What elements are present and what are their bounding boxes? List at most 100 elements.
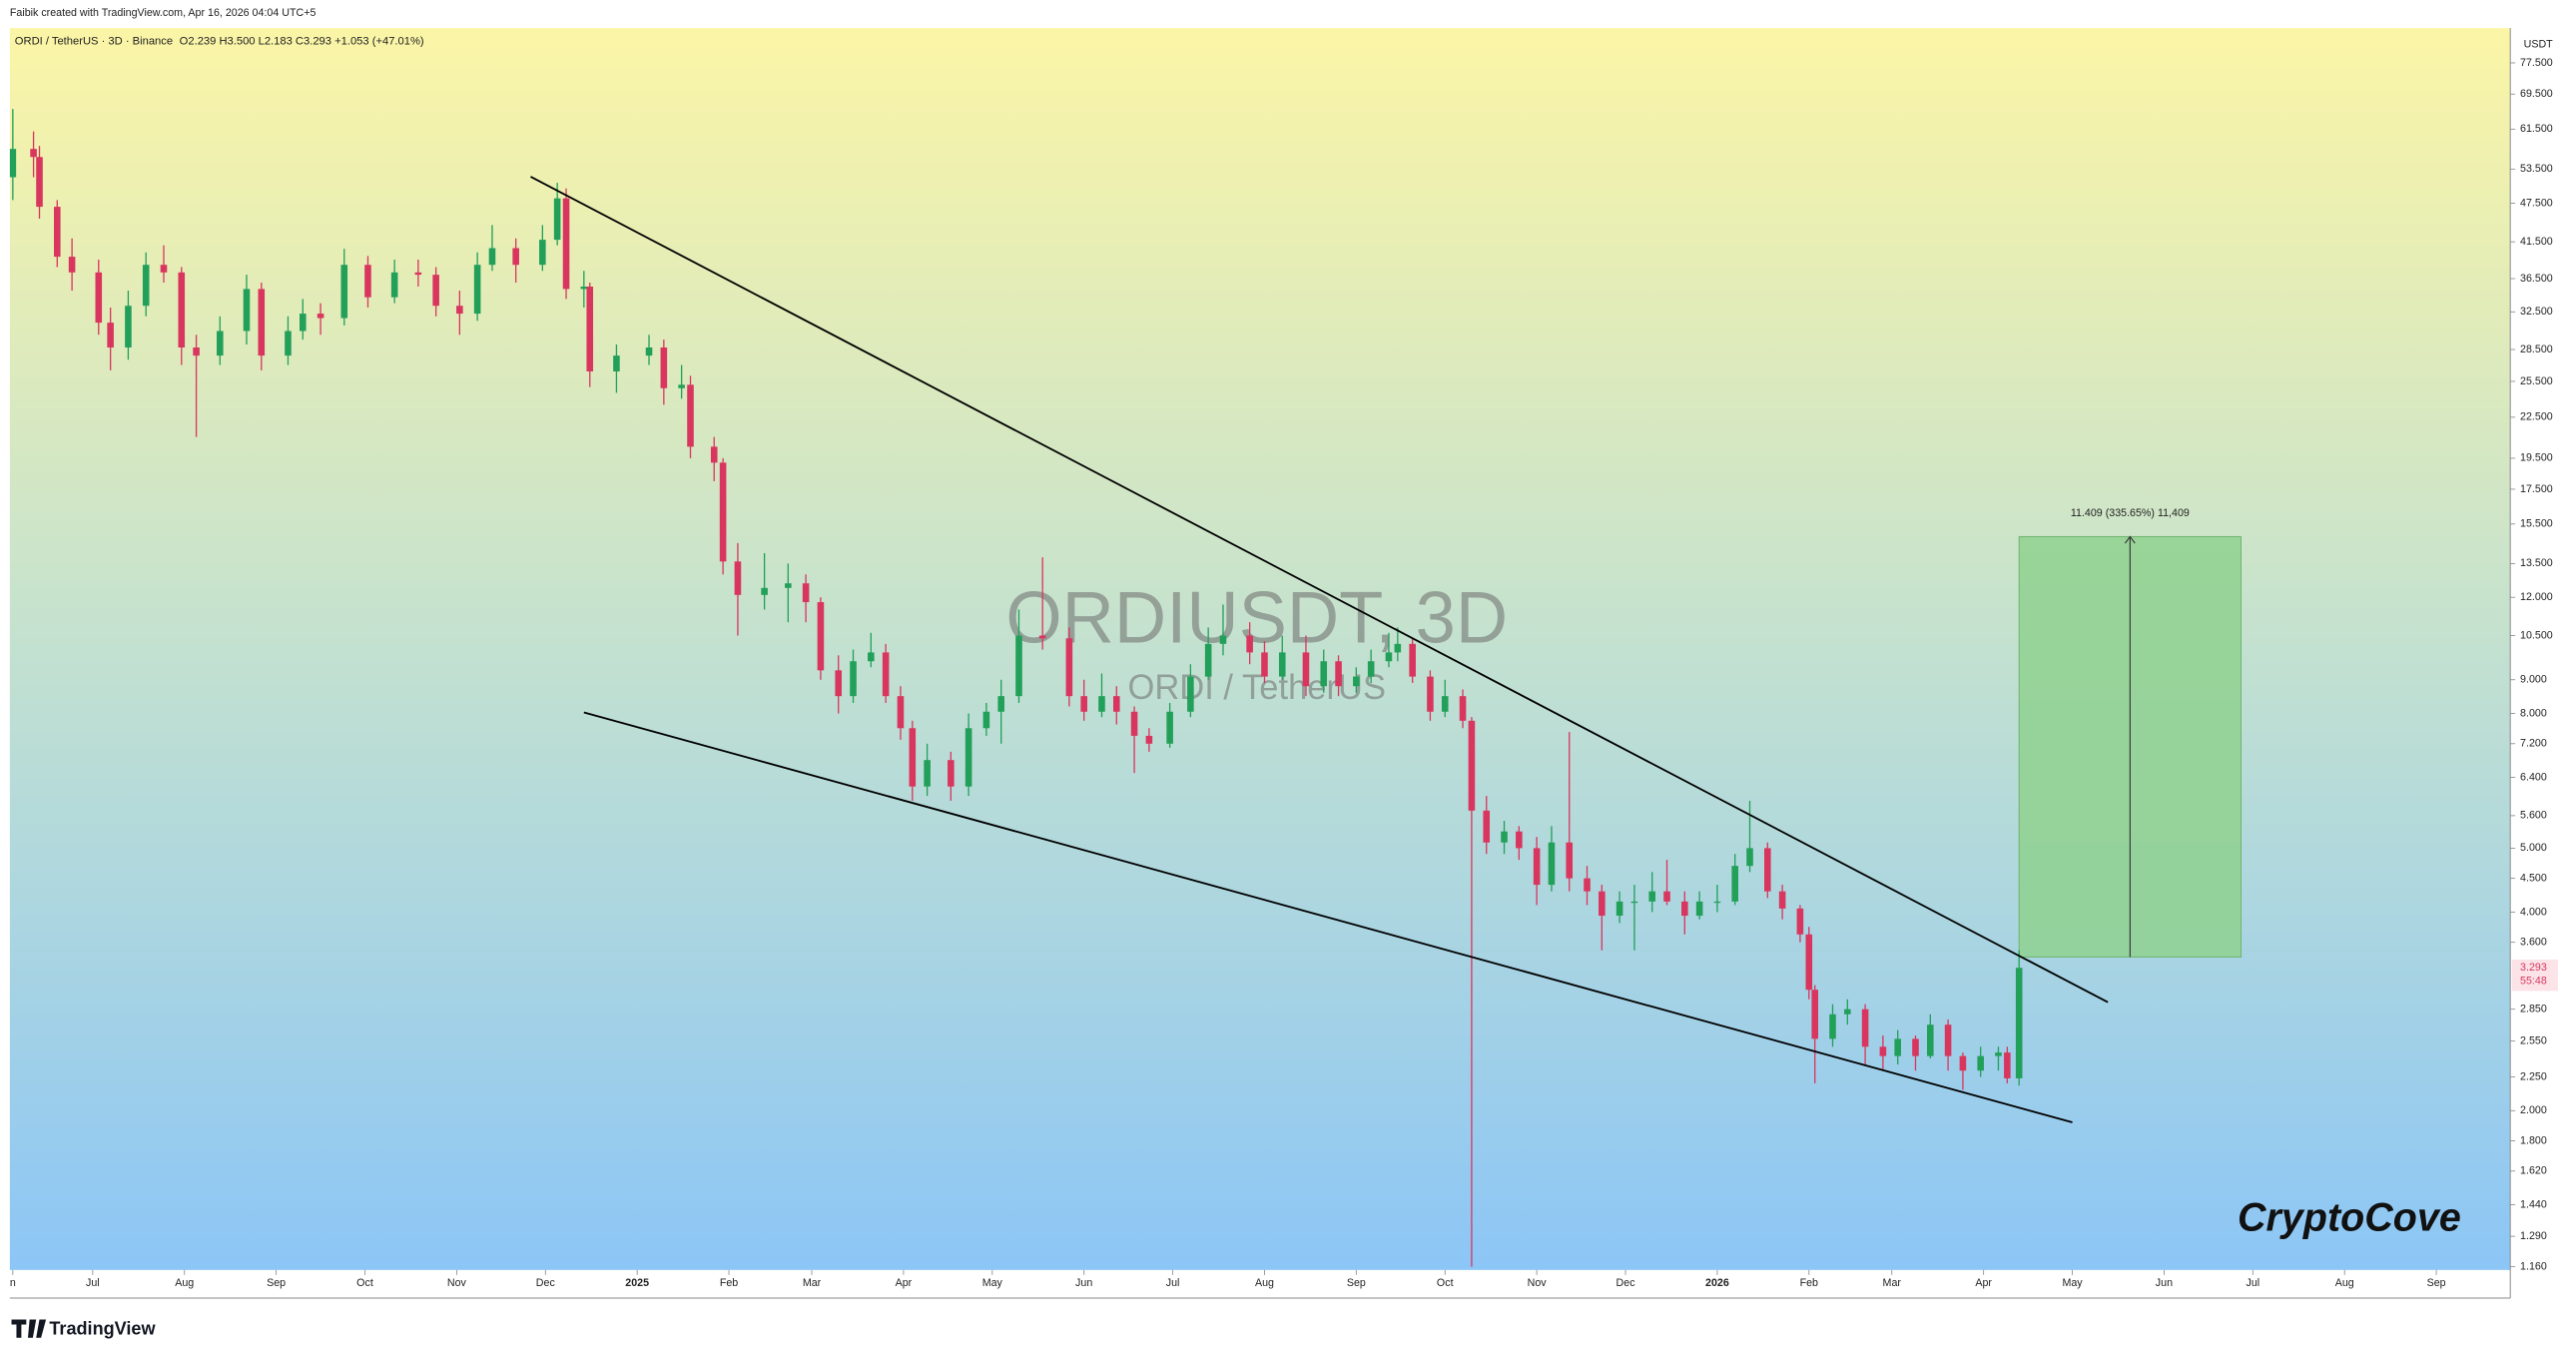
- candle-body: [948, 760, 955, 787]
- x-tick-label: Oct: [356, 1277, 373, 1289]
- candle-body: [285, 331, 292, 356]
- candle-body: [1944, 1024, 1952, 1056]
- candle-body: [1879, 1046, 1887, 1056]
- candle-body: [1995, 1052, 2002, 1056]
- x-tick-label: 2026: [1705, 1277, 1729, 1289]
- candle-body: [719, 462, 727, 562]
- y-tick-label: 28.500: [2520, 343, 2553, 355]
- candle-body: [193, 347, 200, 356]
- y-tick-label: 5.000: [2520, 842, 2547, 854]
- brand-logo: TradingView: [11, 1318, 156, 1338]
- candle-body: [414, 272, 422, 276]
- y-tick-label: 1.160: [2520, 1260, 2547, 1272]
- candle-body: [580, 286, 588, 290]
- candle-body: [1219, 635, 1227, 644]
- candle-body: [340, 265, 348, 319]
- candle-body: [217, 331, 224, 356]
- candle-body: [1731, 866, 1738, 902]
- candle-body: [802, 583, 810, 603]
- trendline: [583, 711, 2073, 1123]
- y-tick-label: 77.500: [2520, 57, 2553, 69]
- y-tick-label: 17.500: [2520, 483, 2553, 495]
- candle-body: [1805, 934, 1813, 991]
- trendline: [530, 176, 2109, 1004]
- watermark-title: ORDIUSDT, 3D: [1005, 577, 1508, 658]
- y-tick-label: 1.620: [2520, 1165, 2547, 1177]
- candle-body: [68, 257, 76, 273]
- candle-body: [1648, 891, 1656, 902]
- x-tick-label: May: [2062, 1277, 2083, 1289]
- candle-body: [965, 728, 972, 787]
- candle-body: [660, 347, 668, 388]
- y-tick-label: 8.000: [2520, 707, 2547, 719]
- candle-body: [1977, 1055, 1984, 1071]
- candle-body: [997, 696, 1004, 712]
- candle-body: [1385, 652, 1393, 662]
- candle-body: [785, 583, 792, 588]
- countdown: 55:48: [2520, 975, 2547, 987]
- y-tick-label: 5.600: [2520, 810, 2547, 822]
- candle-body: [1663, 891, 1670, 902]
- candle-body: [1566, 842, 1574, 879]
- x-tick-label: Feb: [720, 1277, 738, 1289]
- x-tick-label: May: [982, 1277, 1003, 1289]
- candle-body: [1516, 831, 1523, 849]
- candle-body: [761, 587, 768, 595]
- candle-body: [1861, 1009, 1869, 1047]
- candle-body: [178, 272, 186, 348]
- candle-body: [243, 289, 251, 332]
- candle-body: [909, 728, 917, 787]
- x-tick-label: Feb: [1800, 1277, 1818, 1289]
- candle-body: [678, 384, 685, 388]
- x-tick-label: Jul: [86, 1277, 100, 1289]
- candle-body: [512, 248, 519, 266]
- candle-body: [882, 652, 890, 697]
- candle-body: [1796, 908, 1804, 935]
- candle-body: [160, 265, 168, 273]
- last-price-box: [2511, 959, 2558, 992]
- y-tick-label: 9.000: [2520, 674, 2547, 686]
- candle-body: [1584, 878, 1591, 892]
- y-tick-label: 36.500: [2520, 273, 2553, 285]
- x-tick-label: Apr: [896, 1277, 913, 1289]
- candle-body: [1459, 696, 1467, 721]
- candle-body: [432, 275, 439, 307]
- candle-body: [613, 355, 620, 371]
- candle-body: [1278, 652, 1286, 677]
- candle-body: [95, 272, 103, 324]
- x-tick-label: Mar: [1883, 1277, 1902, 1289]
- x-tick-label: Dec: [536, 1277, 556, 1289]
- candle-body: [850, 661, 857, 697]
- candle-body: [1112, 696, 1120, 712]
- y-tick-label: 19.500: [2520, 452, 2553, 464]
- candle-body: [1038, 635, 1046, 639]
- y-tick-label: 2.250: [2520, 1070, 2547, 1082]
- x-tick-label: Nov: [447, 1277, 467, 1289]
- candle-body: [645, 347, 653, 356]
- measure-label: 11.409 (335.65%) 11,409: [2071, 507, 2190, 519]
- candle-body: [1713, 901, 1721, 904]
- candle-body: [1778, 891, 1786, 909]
- y-tick-label: 7.200: [2520, 738, 2547, 750]
- candle-body: [734, 561, 742, 595]
- candle-body: [258, 289, 266, 356]
- x-tick-label: Dec: [1616, 1277, 1636, 1289]
- x-tick-label: Sep: [267, 1277, 286, 1289]
- ohlc: O2.239 H3.500 L2.183 C3.293 +1.053 (+47.…: [180, 35, 424, 47]
- x-tick-label: Aug: [1255, 1277, 1274, 1289]
- candle-body: [1533, 848, 1541, 886]
- x-tick-label: Apr: [1975, 1277, 1992, 1289]
- candle-body: [1302, 652, 1310, 687]
- brand: TradingView: [49, 1318, 156, 1338]
- legend: ORDI / TetherUS · 3D · Binance O2.239 H3.…: [15, 35, 424, 47]
- candle-body: [1320, 661, 1328, 687]
- signature: CryptoCove: [2238, 1196, 2461, 1240]
- y-tick-label: 41.500: [2520, 236, 2553, 248]
- x-tick-label: Aug: [2335, 1277, 2354, 1289]
- candle-body: [1098, 696, 1105, 712]
- y-tick-label: 2.850: [2520, 1004, 2547, 1015]
- candle-body: [473, 265, 481, 315]
- candle-body: [1695, 901, 1703, 917]
- y-tick-label: 15.500: [2520, 518, 2553, 530]
- watermark-subtitle: ORDI / TetherUS: [1127, 669, 1386, 707]
